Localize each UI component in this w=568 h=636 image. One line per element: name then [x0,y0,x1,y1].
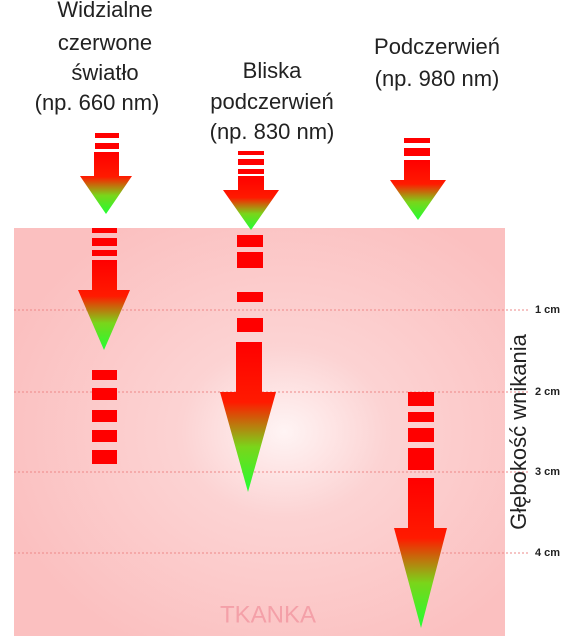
column-title: (np. 660 nm) [35,90,160,115]
depth-axis-label: Głębokość wnikania [506,333,531,529]
column-title: Widzialne [57,0,152,22]
column-title: czerwone [58,30,152,55]
depth-tick: 3 cm [535,466,560,478]
depth-tick: 2 cm [535,386,560,398]
depth-tick: 1 cm [535,304,560,316]
arrow [223,151,279,230]
arrow [78,228,130,464]
column-title: Podczerwień [374,34,500,59]
tissue-label: TKANKA [220,601,316,628]
arrow [80,133,132,214]
depth-tick: 4 cm [535,547,560,559]
column-title: podczerwień [210,89,334,114]
column-title: (np. 830 nm) [210,119,335,144]
column-title: Bliska [243,58,302,83]
arrow [390,138,446,220]
column-title: (np. 980 nm) [375,66,500,91]
arrow [394,392,447,628]
column-title: światło [71,60,138,85]
arrow [220,235,276,492]
